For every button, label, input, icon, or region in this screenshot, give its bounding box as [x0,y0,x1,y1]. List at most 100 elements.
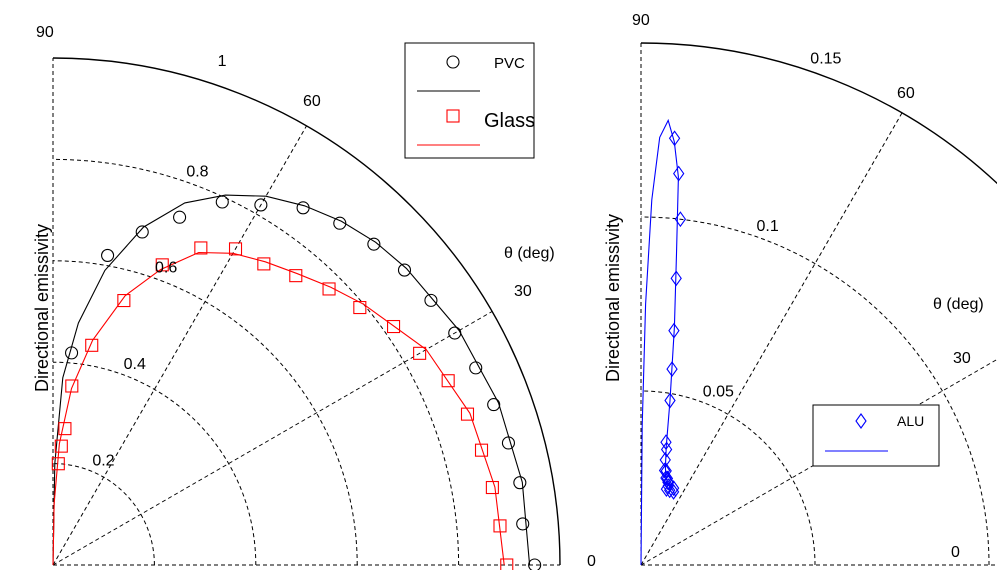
data-point-glass [194,241,208,255]
data-point-pvc [101,248,115,262]
data-point-pvc [501,436,515,450]
legend-label: PVC [494,55,525,72]
polar-chart-left: 0.2 0.4 0.6 0.8 1 0 30 60 90 θ (deg) Directional e… [32,24,596,570]
radial-tick-label: 0.05 [703,384,734,401]
angle-tick-label: 0 [587,553,596,570]
data-point-alu [673,165,685,182]
range-arc [640,216,990,566]
data-point-pvc [254,198,268,212]
legend-box [812,404,940,467]
data-point-alu [666,361,678,378]
data-point-pvc [516,517,530,531]
y-axis-label: Directional emissivity [32,224,52,392]
angle-tick-label: 0 [951,544,960,561]
polar-grid [52,57,561,566]
data-point-pvc [367,237,381,251]
range-arc [640,42,997,185]
radial-tick-label: 0.1 [757,218,779,235]
legend: ALU [812,404,940,467]
legend: PVC Glass [404,42,535,159]
data-point-pvc [424,293,438,307]
angle-spoke [52,311,493,566]
radial-tick-label: 0.8 [186,163,208,180]
plot-area [51,194,542,570]
data-point-alu [670,270,682,287]
data-point-alu [668,130,681,147]
data-point-alu [660,470,672,486]
range-arc [52,463,155,566]
data-point-pvc [215,195,229,209]
angle-tick-label: 60 [303,93,321,110]
range-arc [640,390,816,566]
radial-tick-label: 0.15 [810,51,841,68]
angle-tick-label: 90 [36,24,54,41]
data-point-glass [58,422,72,436]
angle-tick-label: 90 [632,12,650,29]
data-point-glass [228,242,243,256]
data-point-glass [485,480,499,495]
y-axis-label: Directional emissivity [603,214,623,382]
data-point-pvc [487,398,501,412]
legend-marker-pvc [446,55,460,69]
angle-tick-label: 30 [953,350,971,367]
data-point-pvc [173,210,187,224]
plot-area [640,118,687,566]
legend-label: Glass [484,110,535,132]
legend-box [404,42,535,159]
legend-marker-alu [855,413,867,429]
radial-tick-label: 1 [218,53,227,70]
fit-line-alu [640,118,679,566]
data-point-pvc [528,558,542,570]
theta-axis-label: θ (deg) [504,245,555,262]
data-point-pvc [469,361,483,375]
data-point-glass [65,379,79,393]
data-point-alu [668,322,680,339]
fit-line-glass [52,251,505,566]
data-point-glass [155,258,169,272]
data-point-alu [660,462,672,479]
data-point-pvc [448,326,462,340]
data-point-glass [387,319,401,334]
data-point-glass [441,374,455,388]
data-point-alu [660,434,672,451]
polar-grid [640,42,997,566]
angle-tick-label: 60 [897,85,915,102]
data-point-alu [674,211,687,228]
data-point-glass [322,282,336,296]
data-point-alu [664,392,676,409]
data-point-glass [493,519,507,533]
range-arc [52,260,358,566]
radial-tick-label: 0.4 [124,356,146,373]
data-point-pvc [135,225,149,239]
data-point-glass [500,558,514,570]
range-arc [52,361,257,566]
data-point-pvc [333,216,347,230]
legend-marker-glass [446,109,460,123]
radial-tick-label: 0.2 [92,453,114,470]
range-arc [52,158,460,566]
data-point-glass [85,338,99,352]
angle-spoke [52,125,307,566]
data-point-glass [413,346,427,360]
data-point-glass [257,257,271,271]
data-point-glass [51,457,65,471]
data-point-glass [474,443,489,457]
data-point-alu [660,441,673,458]
theta-axis-label: θ (deg) [933,296,984,313]
legend-label: ALU [897,413,924,429]
range-arc [52,57,561,566]
data-point-pvc [513,476,527,490]
data-point-glass [460,407,475,421]
data-point-glass [117,293,131,308]
radial-tick-label: 0.6 [155,260,177,277]
data-point-glass [353,300,367,315]
data-point-alu [659,451,671,468]
data-point-glass [289,269,303,283]
data-point-pvc [397,263,412,277]
fit-line-pvc [52,194,531,566]
data-point-glass [54,439,68,453]
data-point-pvc [296,201,310,215]
polar-chart-right: 0.05 0.1 0.15 0 30 60 90 θ (deg) Directional emi… [603,12,997,566]
angle-tick-label: 30 [514,283,532,300]
